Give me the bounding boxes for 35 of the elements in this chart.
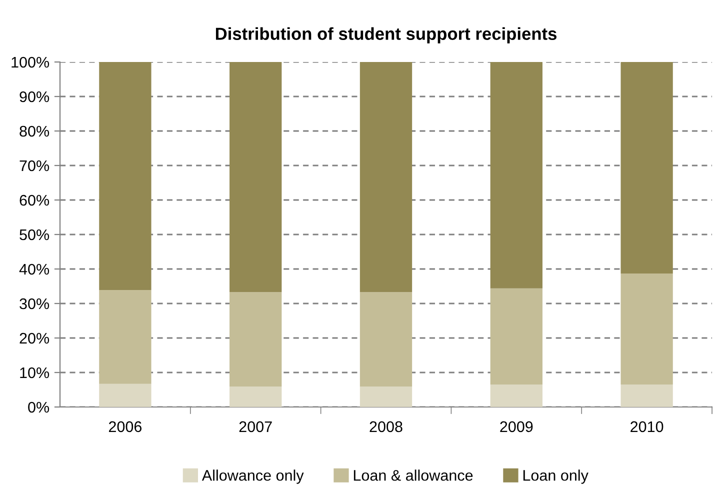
legend-label: Loan only	[523, 470, 588, 484]
bar	[360, 62, 412, 292]
x-tick-label: 2007	[239, 421, 272, 432]
x-tick-label: 2006	[108, 421, 142, 432]
y-tick-label: 40%	[19, 264, 50, 275]
y-tick-label: 60%	[20, 194, 50, 206]
bar	[620, 62, 673, 274]
y-tick-label: 90%	[20, 91, 50, 102]
y-tick-label: 70%	[20, 160, 50, 172]
y-tick-label: 30%	[20, 298, 50, 310]
bar	[99, 62, 152, 290]
bar	[99, 290, 152, 384]
y-tick-label: 10%	[20, 367, 50, 378]
chart-title: Distribution of student support recipients	[216, 27, 556, 44]
x-tick-label: 2009	[500, 421, 533, 432]
bar	[620, 273, 673, 385]
legend-label: Allowance only	[202, 470, 304, 484]
bar	[360, 292, 412, 387]
x-tick-label: 2010	[630, 421, 664, 432]
bar	[620, 384, 673, 407]
bar	[230, 62, 282, 292]
y-tick-label: 80%	[20, 126, 50, 137]
bar	[230, 292, 282, 387]
y-tick-label: 0%	[28, 402, 50, 413]
bar	[360, 386, 412, 407]
bar	[490, 288, 542, 385]
x-tick-label: 2008	[370, 421, 402, 432]
y-tick-label: 100%	[12, 56, 50, 68]
bar	[490, 62, 542, 288]
bar	[490, 384, 542, 407]
bar	[230, 386, 282, 407]
legend-label: Loan & allowance	[354, 470, 473, 481]
y-tick-label: 50%	[20, 229, 50, 240]
y-tick-label: 20%	[20, 332, 50, 344]
bar	[99, 384, 152, 407]
